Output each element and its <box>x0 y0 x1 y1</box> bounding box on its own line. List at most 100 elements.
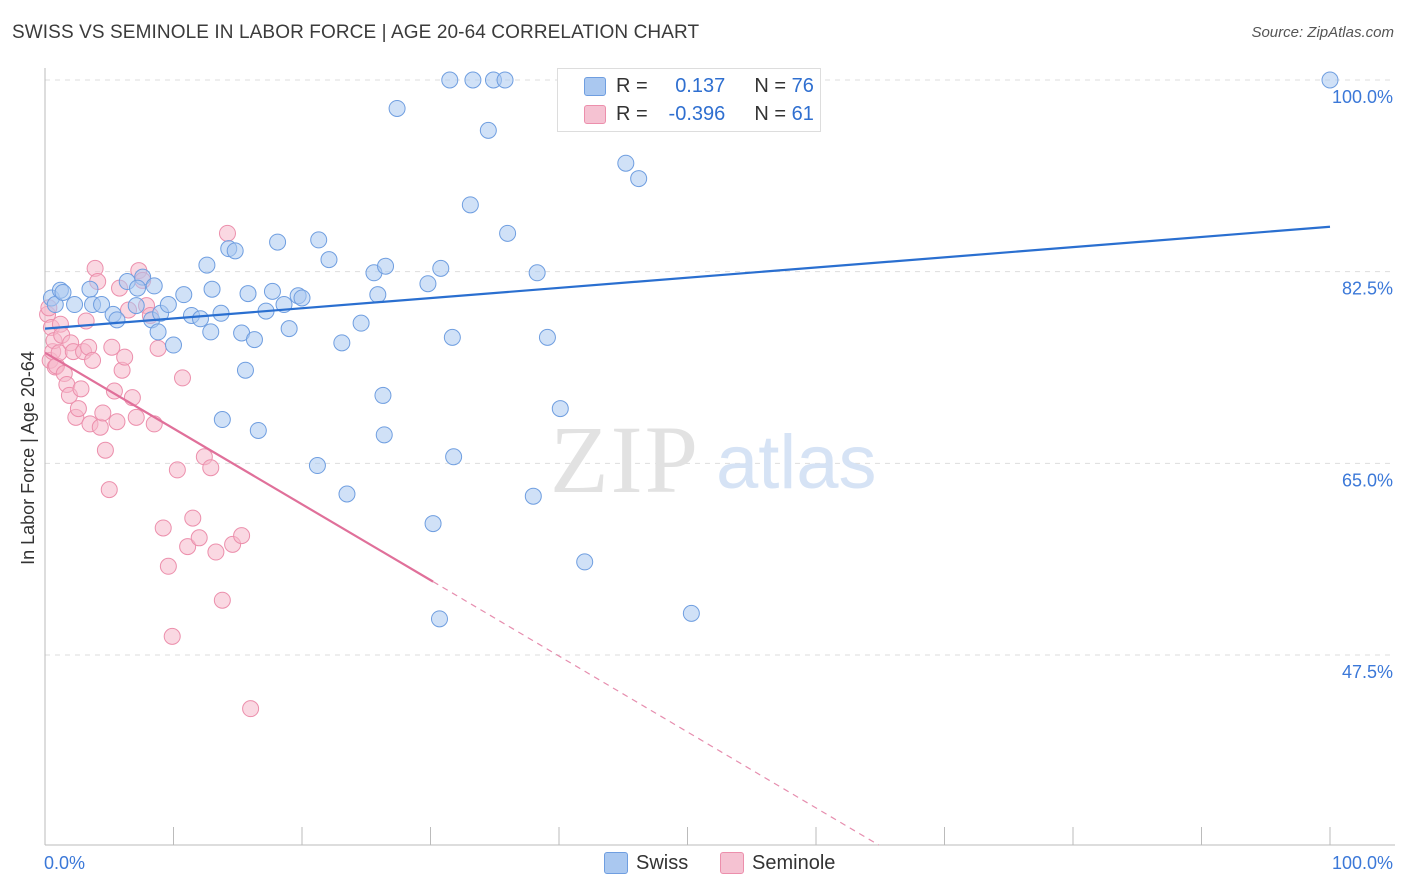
seminole-point <box>100 481 118 499</box>
y-axis-label-group: In Labor Force | Age 20-64 <box>18 351 38 565</box>
chart-title: SWISS VS SEMINOLE IN LABOR FORCE | AGE 2… <box>12 22 700 43</box>
seminole-point <box>94 404 112 422</box>
swiss-point <box>191 310 209 328</box>
swiss-point <box>375 426 393 444</box>
swiss-point <box>538 328 556 346</box>
seminole-point <box>163 627 181 645</box>
swiss-point <box>464 71 482 89</box>
swiss-point <box>175 286 193 304</box>
swiss-point <box>424 515 442 533</box>
x-tick-label-min: 0.0% <box>44 853 85 873</box>
tick-labels: 47.5% 65.0% 82.5% 100.0% 0.0% 100.0% <box>44 87 1393 873</box>
swiss-trend-line <box>44 225 1331 330</box>
seminole-point <box>96 441 114 459</box>
swiss-point <box>374 386 392 404</box>
swiss-point <box>263 282 281 300</box>
swiss-point <box>149 323 167 341</box>
swiss-point <box>461 196 479 214</box>
bottom-swiss-label: Swiss <box>636 852 689 874</box>
y-axis-label: In Labor Force | Age 20-64 <box>18 351 38 565</box>
swiss-point <box>198 256 216 274</box>
swiss-r-label: R = <box>616 75 648 97</box>
swiss-point <box>377 257 395 275</box>
seminole-point <box>202 459 220 477</box>
seminole-point <box>184 509 202 527</box>
swiss-point <box>443 328 461 346</box>
swiss-n-label: N = <box>754 75 787 97</box>
swiss-point <box>430 610 448 628</box>
swiss-point <box>499 224 517 242</box>
seminole-point <box>72 380 90 398</box>
seminole-trend-extension <box>432 581 880 846</box>
seminole-point <box>173 369 191 387</box>
seminole-point <box>179 538 197 556</box>
swiss-point <box>308 457 326 475</box>
seminole-point <box>242 700 260 718</box>
swiss-r-value: 0.137 <box>675 75 726 97</box>
swiss-point <box>630 170 648 188</box>
swiss-point <box>528 264 546 282</box>
trend-lines <box>44 225 1331 846</box>
swiss-point <box>159 296 177 314</box>
seminole-point <box>218 224 236 242</box>
swiss-point <box>239 285 257 303</box>
seminole-point <box>69 400 87 418</box>
seminole-point <box>190 529 208 547</box>
swiss-point <box>213 411 231 429</box>
seminole-point <box>168 461 186 479</box>
seminole-point <box>159 557 177 575</box>
swiss-point <box>249 421 267 439</box>
swiss-point <box>66 296 84 314</box>
swiss-point <box>524 487 542 505</box>
swiss-point <box>293 289 311 307</box>
seminole-point <box>91 418 109 436</box>
swiss-point <box>280 320 298 338</box>
seminole-point <box>108 413 126 431</box>
swiss-point <box>479 121 497 139</box>
swiss-point <box>320 251 338 269</box>
seminole-point <box>207 543 225 561</box>
seminole-point <box>127 408 145 426</box>
swiss-point <box>338 485 356 503</box>
swiss-point <box>236 361 254 379</box>
seminole-point <box>116 348 134 366</box>
swiss-point <box>127 297 145 315</box>
swiss-point <box>226 242 244 260</box>
swiss-point <box>81 280 99 298</box>
swiss-swatch <box>584 77 606 96</box>
swiss-point <box>203 280 221 298</box>
seminole-point <box>213 591 231 609</box>
seminole-point <box>103 338 121 356</box>
swiss-point <box>245 331 263 349</box>
swiss-point <box>108 311 126 329</box>
seminole-n-value: 61 <box>791 103 814 125</box>
y-tick-label: 65.0% <box>1342 470 1393 490</box>
seminole-point <box>233 527 251 545</box>
seminole-r-value: -0.396 <box>668 103 726 125</box>
swiss-point <box>496 71 514 89</box>
bottom-seminole-swatch <box>720 852 744 874</box>
y-tick-label: 100.0% <box>1332 87 1393 107</box>
swiss-point <box>388 99 406 117</box>
swiss-point <box>129 279 147 297</box>
swiss-point <box>432 259 450 277</box>
swiss-point <box>165 336 182 354</box>
y-tick-label: 47.5% <box>1342 662 1393 682</box>
axes <box>44 68 1395 846</box>
x-tick-label-max: 100.0% <box>1332 853 1393 873</box>
swiss-point <box>1321 71 1339 89</box>
swiss-point <box>682 604 700 622</box>
swiss-point <box>145 277 163 295</box>
swiss-point <box>54 283 72 301</box>
swiss-point <box>310 231 328 249</box>
swiss-point <box>445 448 463 466</box>
swiss-n-value: 76 <box>791 75 814 97</box>
seminole-point <box>154 519 172 537</box>
bottom-swiss-swatch <box>604 852 628 874</box>
y-tick-label: 82.5% <box>1342 279 1393 299</box>
watermark-atlas: atlas <box>716 420 877 505</box>
swiss-point <box>617 154 635 172</box>
swiss-point <box>369 286 387 304</box>
swiss-point <box>93 296 111 314</box>
